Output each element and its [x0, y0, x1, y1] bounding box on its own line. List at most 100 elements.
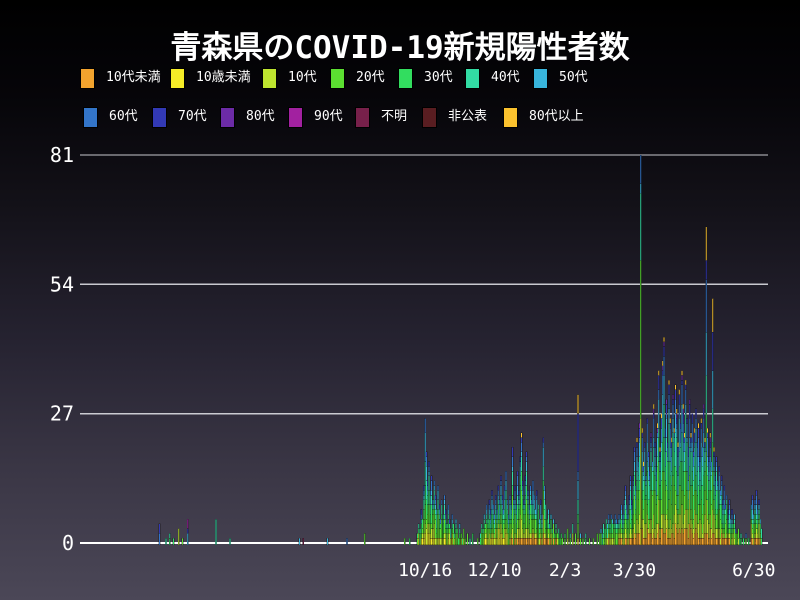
stacked-bar [647, 451, 650, 545]
bar-segment [501, 509, 503, 520]
bar-segment [681, 370, 683, 376]
bar-segment [425, 528, 428, 545]
bar-segment [706, 427, 709, 433]
bar-segment [696, 533, 699, 545]
bar-segment [669, 490, 672, 520]
bar-segment [525, 470, 528, 486]
bar-segment [652, 403, 655, 410]
bar-segment [537, 538, 539, 545]
bar-segment [697, 456, 700, 467]
bar-segment [509, 523, 511, 539]
bar-segment [650, 490, 652, 520]
bar-segment [446, 523, 448, 529]
bar-segment [672, 523, 674, 534]
bar-segment [676, 408, 678, 414]
bar-segment [722, 538, 724, 545]
bar-segment [696, 442, 699, 448]
bar-segment [541, 538, 543, 545]
bar-segment [714, 480, 717, 491]
bar-segment [637, 490, 640, 501]
bar-segment [534, 509, 537, 515]
bar-segment [693, 447, 696, 457]
bar-segment [437, 509, 439, 515]
stacked-bar [631, 499, 633, 545]
stacked-bar [503, 485, 506, 545]
bar-segment [524, 538, 527, 545]
bar-segment [548, 538, 551, 545]
bar-segment [624, 499, 627, 510]
bar-segment [683, 432, 686, 438]
bar-segment [455, 528, 457, 534]
bar-segment [518, 518, 520, 529]
bar-segment [643, 447, 646, 453]
bar-segment [550, 518, 552, 529]
bar-segment [690, 447, 692, 453]
bar-segment [760, 538, 763, 545]
bar-segment [676, 509, 678, 529]
bar-segment [628, 533, 631, 539]
bar-segment [670, 437, 673, 443]
legend-swatch [465, 67, 480, 89]
bar-segment [416, 538, 419, 545]
bar-segment [699, 490, 701, 505]
bar-segment [511, 485, 514, 496]
bar-segment [628, 509, 631, 515]
bar-segment [692, 494, 695, 520]
bar-segment [528, 504, 530, 510]
stacked-bar [729, 518, 732, 545]
bar-segment [489, 509, 492, 515]
bar-segment [186, 533, 189, 545]
bar-segment [686, 437, 688, 443]
bar-segment [614, 518, 616, 524]
bar-segment [447, 538, 450, 545]
bar-segment [704, 470, 706, 491]
bar-segment [623, 533, 625, 545]
bar-segment [759, 538, 762, 545]
bar-segment [455, 523, 457, 529]
bar-segment [678, 403, 681, 419]
stacked-bar [514, 485, 516, 545]
bar-segment [634, 533, 637, 539]
bar-segment [661, 528, 664, 545]
bar-segment [642, 475, 645, 481]
bar-segment [732, 523, 735, 529]
bar-segment [699, 538, 701, 545]
bar-segment [718, 470, 720, 477]
bar-segment [625, 523, 628, 534]
legend-label: 60代 [109, 109, 138, 124]
bar-segment [495, 518, 497, 529]
stacked-bar [501, 494, 503, 545]
bar-segment [528, 523, 530, 534]
bar-segment [550, 533, 552, 539]
bar-segment [683, 514, 686, 529]
bar-segment [632, 485, 634, 491]
bar-segment [496, 518, 498, 524]
stacked-bar [645, 475, 647, 545]
bar-segment [702, 418, 705, 433]
bar-segment [484, 528, 487, 534]
stacked-bar [172, 538, 175, 545]
bar-segment [754, 509, 756, 515]
bar-segment [502, 518, 505, 524]
bar-segment [674, 432, 677, 467]
bar-segment [442, 538, 444, 545]
bar-segment [483, 523, 486, 529]
bar-segment [714, 494, 717, 510]
bar-segment [695, 528, 697, 545]
bar-segment [529, 538, 532, 545]
bar-segment [492, 509, 494, 515]
bar-segment [651, 494, 654, 529]
stacked-bar [541, 514, 543, 545]
bar-segment [717, 528, 719, 539]
bar-segment [636, 533, 638, 545]
bar-segment [536, 514, 538, 520]
bar-segment [434, 514, 437, 520]
bar-segment [706, 437, 709, 457]
bar-segment [759, 518, 762, 524]
bar-segment [678, 394, 681, 405]
bar-segment [646, 528, 649, 545]
stacked-bar [426, 480, 429, 545]
bar-segment [438, 518, 441, 529]
bar-segment [424, 485, 426, 505]
bar-segment [423, 485, 425, 491]
